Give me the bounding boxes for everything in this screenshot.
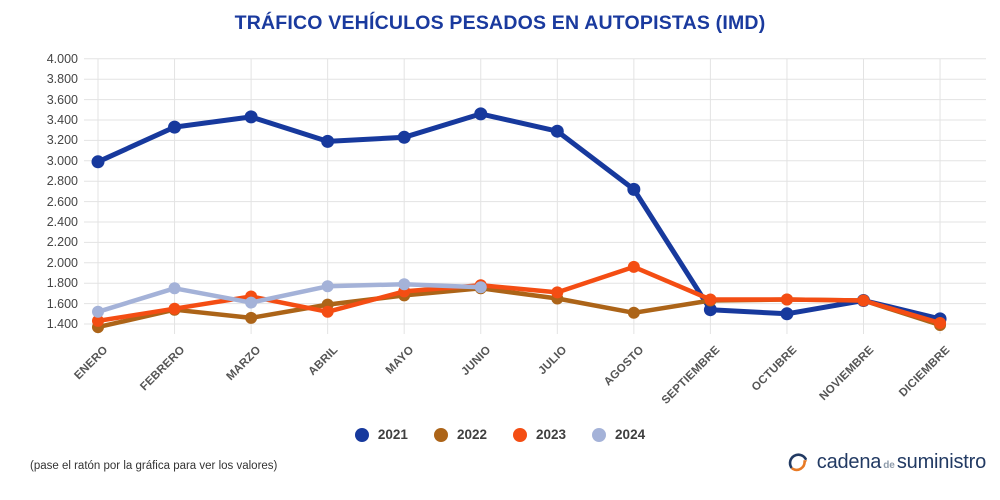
data-point-2021-JUNIO[interactable] [474,107,488,121]
legend-label-2022: 2022 [456,427,487,442]
data-point-2021-MARZO[interactable] [244,110,258,124]
legend-item-2022[interactable]: 2022 [433,427,487,442]
data-point-2023-ENERO[interactable] [92,314,104,327]
data-point-2023-NOVIEMBRE[interactable] [857,294,870,307]
data-point-2024-ENERO[interactable] [92,305,104,318]
data-point-2022-AGOSTO[interactable] [627,306,640,319]
line-chart-canvas [84,58,986,334]
y-axis-tick-label: 3.600 [46,92,78,107]
y-axis-tick-label: 3.800 [46,72,78,87]
logo-text-cadena: cadena [816,451,882,473]
data-point-2023-JULIO[interactable] [551,286,564,299]
hover-hint-text: (pase el ratón por la gráfica para ver l… [30,460,278,472]
data-point-2023-ABRIL[interactable] [321,305,334,318]
data-point-2024-MAYO[interactable] [398,278,411,291]
legend-label-2024: 2024 [615,427,646,442]
legend-label-2021: 2021 [377,427,408,442]
y-axis-tick-label: 2.000 [46,255,78,270]
data-point-2021-AGOSTO[interactable] [627,182,641,196]
data-point-2021-ABRIL[interactable] [321,134,335,148]
y-axis-tick-label: 1.600 [46,296,78,311]
y-axis-tick-label: 3.400 [46,113,78,127]
logo-text-de: de [883,460,895,471]
y-axis-tick-label: 2.600 [46,194,78,209]
data-point-2021-OCTUBRE[interactable] [780,307,794,321]
chart-title: TRÁFICO VEHÍCULOS PESADOS EN AUTOPISTAS … [234,12,766,34]
legend-swatch-2021 [354,427,369,442]
y-axis-tick-label: 1.800 [46,276,78,291]
data-point-2024-MARZO[interactable] [245,296,258,309]
series-line-2021 [95,111,943,322]
y-axis-tick-label: 2.200 [46,235,78,250]
y-axis-tick-label: 4.000 [46,51,78,66]
y-axis-tick-label: 1.400 [46,317,78,331]
logo-text-suministro: suministro [896,451,986,473]
data-point-2023-OCTUBRE[interactable] [780,293,793,306]
data-point-2021-SEPTIEMBRE[interactable] [703,303,717,317]
data-point-2023-DICIEMBRE[interactable] [934,317,947,329]
brand-logo[interactable]: cadena de suministro [787,451,986,474]
legend-swatch-2022 [433,427,448,442]
data-point-2022-MARZO[interactable] [245,311,258,324]
data-point-2021-MAYO[interactable] [397,130,411,144]
chart-legend: 2021 2022 2023 2024 [0,427,1000,442]
y-axis-tick-label: 2.800 [46,174,78,189]
y-axis-tick-label: 2.400 [46,215,78,229]
legend-item-2023[interactable]: 2023 [513,427,566,442]
y-axis-tick-label: 3.200 [46,133,78,148]
data-point-2021-FEBRERO[interactable] [168,120,182,134]
data-point-2023-AGOSTO[interactable] [627,260,640,273]
legend-swatch-2023 [513,427,527,442]
data-point-2024-JUNIO[interactable] [474,281,487,294]
y-axis-tick-label: 3.000 [46,153,78,168]
data-point-2024-ABRIL[interactable] [321,280,334,293]
legend-item-2024[interactable]: 2024 [592,427,645,442]
series-line-2024 [95,281,483,315]
legend-label-2023: 2023 [536,427,567,442]
circular-arrows-icon [788,452,807,471]
data-point-2021-ENERO[interactable] [91,155,105,169]
data-point-2023-SEPTIEMBRE[interactable] [704,293,717,306]
brand-logo-text: cadena de suministro [817,451,986,474]
legend-item-2021[interactable]: 2021 [354,427,408,442]
legend-swatch-2024 [592,427,607,442]
data-point-2023-FEBRERO[interactable] [168,302,181,315]
data-point-2024-FEBRERO[interactable] [168,282,181,295]
data-point-2021-JULIO[interactable] [550,124,564,138]
